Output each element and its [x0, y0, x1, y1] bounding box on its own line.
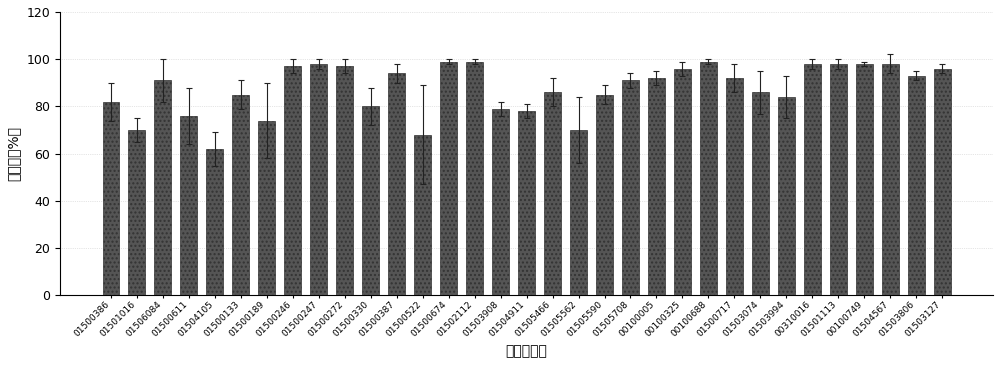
Bar — [232, 95, 249, 295]
Bar — [752, 92, 769, 295]
Bar — [492, 109, 509, 295]
Bar — [466, 62, 483, 295]
Bar — [570, 130, 587, 295]
Bar — [544, 92, 561, 295]
Bar — [180, 116, 197, 295]
Bar — [622, 80, 639, 295]
Bar — [284, 66, 301, 295]
Bar — [778, 97, 795, 295]
Bar — [856, 64, 873, 295]
Y-axis label: 抑制率（%）: 抑制率（%） — [7, 126, 21, 181]
Bar — [596, 95, 613, 295]
Bar — [388, 73, 405, 295]
Bar — [336, 66, 353, 295]
Bar — [258, 120, 275, 295]
Bar — [310, 64, 327, 295]
Bar — [414, 135, 431, 295]
Bar — [934, 69, 951, 295]
Bar — [726, 78, 743, 295]
Bar — [804, 64, 821, 295]
Bar — [206, 149, 223, 295]
Bar — [882, 64, 899, 295]
Bar — [154, 80, 171, 295]
Bar — [103, 102, 119, 295]
Bar — [518, 111, 535, 295]
Bar — [128, 130, 145, 295]
Bar — [648, 78, 665, 295]
Bar — [830, 64, 847, 295]
Bar — [700, 62, 717, 295]
Bar — [674, 69, 691, 295]
Bar — [908, 76, 925, 295]
X-axis label: 化合物编号: 化合物编号 — [506, 344, 548, 358]
Bar — [440, 62, 457, 295]
Bar — [362, 107, 379, 295]
